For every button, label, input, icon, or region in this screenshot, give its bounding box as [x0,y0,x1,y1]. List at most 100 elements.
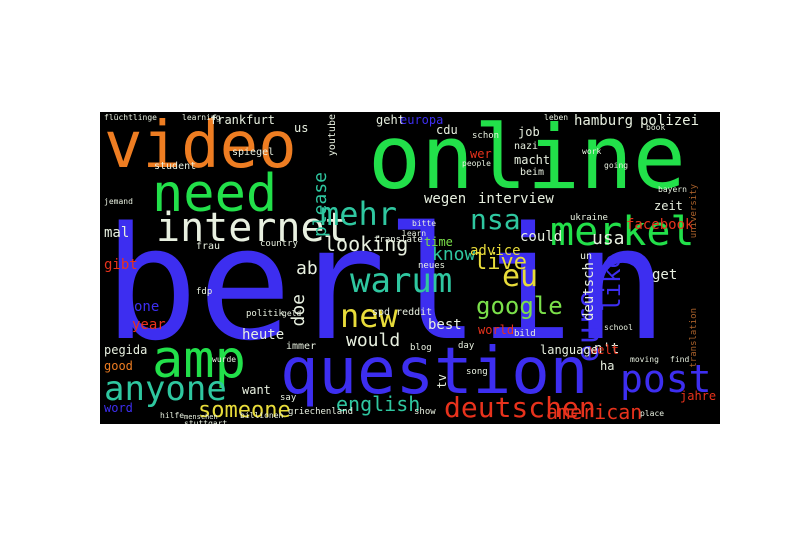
cloud-word: time [424,235,453,249]
cloud-word: video [104,112,297,183]
cloud-word: n't [594,341,620,357]
cloud-word: usa [592,228,625,249]
cloud-word: flüchtlinge [104,113,157,122]
cloud-word: one [134,299,160,315]
cloud-word: zeit [654,199,683,213]
cloud-word: berlin [104,193,668,375]
cloud-word: student [154,161,197,172]
cloud-word: good [104,359,133,373]
cloud-word: menschen [184,413,218,421]
cloud-word: could [520,229,563,245]
cloud-word: cdu [436,123,458,137]
cloud-word: place [640,409,665,418]
cloud-word: ab [296,258,318,279]
cloud-word: schon [472,131,500,141]
cloud-word: facebook [626,217,694,233]
cloud-word: eu [502,259,539,294]
cloud-word: leben [544,113,569,122]
cloud-word: internet [156,205,349,251]
cloud-word: moving [630,355,659,364]
cloud-word: tv [435,374,449,389]
cloud-word: un [580,251,593,262]
cloud-word: need [152,164,278,224]
cloud-word: bild [514,329,536,339]
cloud-word: frau [196,241,221,252]
cloud-word: geld [282,309,302,318]
cloud-word: amp [152,330,246,390]
cloud-word: want [242,383,271,397]
cloud-word: fdp [196,287,213,297]
cloud-word: merkel [550,209,695,255]
cloud-word: anyone [104,369,227,409]
cloud-word: find [670,355,690,364]
cloud-word: english [336,392,421,416]
cloud-word: best [428,317,462,333]
cloud-word: polizei [640,113,700,129]
cloud-word: jemand [104,197,133,206]
cloud-word: billionen [240,411,284,420]
cloud-word: blog [410,343,432,353]
cloud-word: spiegel [232,147,275,158]
cloud-word: politik [246,309,284,319]
cloud-word: google [476,292,563,320]
cloud-word: ukraine [570,213,608,223]
cloud-word: gibt [104,257,138,273]
cloud-word: wurde [212,355,237,364]
cloud-word: translation [689,308,699,368]
cloud-word: welt [590,343,619,357]
cloud-word: macht [514,153,551,167]
cloud-word: work [582,147,602,156]
cloud-word: beim [520,167,545,178]
cloud-word: know [432,244,476,265]
cloud-word: wer [470,147,492,161]
cloud-word: like [598,254,626,312]
cloud-word: would [346,330,401,351]
cloud-word: mehr [320,195,398,233]
cloud-word: year [132,317,166,333]
cloud-word: neues [418,261,446,271]
cloud-word: learning [182,113,221,122]
cloud-word: hilfe [160,411,185,420]
cloud-word: day [458,341,475,351]
cloud-word: language [540,343,598,357]
cloud-word: geht [376,113,405,127]
cloud-word: learn [402,229,427,238]
cloud-word: job [518,125,540,139]
cloud-word: school [604,323,633,332]
cloud-word: europa [400,113,444,127]
cloud-word: book [646,123,666,132]
cloud-word: frankfurt [210,113,276,127]
cloud-word: wegen [424,191,467,207]
cloud-word: american [546,400,643,424]
cloud-word: please [310,172,331,238]
cloud-word: country [260,239,298,249]
cloud-word: ha [600,359,615,373]
cloud-word: interview [478,191,554,207]
cloud-word: warum [350,261,453,301]
cloud-word: hamburg [574,113,634,129]
cloud-word: online [368,112,686,209]
cloud-word: heute [242,327,285,343]
cloud-word: advice [470,243,521,259]
cloud-word: people [462,159,491,168]
cloud-word: new [340,297,398,335]
cloud-word: youtube [327,114,338,157]
cloud-word: pegida [104,343,148,357]
cloud-word: us [294,121,309,135]
cloud-word: nsa [470,203,521,236]
cloud-word: spd reddit [372,307,433,318]
cloud-word: mal [104,225,130,241]
cloud-word: song [466,367,488,377]
cloud-word: world [478,323,515,337]
cloud-word: looking [324,232,409,256]
cloud-word: immer [286,341,317,352]
cloud-word: say [280,393,297,403]
cloud-word: word [104,401,133,415]
cloud-word: jahre [680,389,717,403]
cloud-word: translate [374,235,423,245]
cloud-word: going [604,161,629,170]
cloud-word: university [689,184,699,239]
cloud-word: question [280,335,589,409]
cloud-word: live [474,250,527,275]
cloud-word: griechenland [288,407,354,417]
